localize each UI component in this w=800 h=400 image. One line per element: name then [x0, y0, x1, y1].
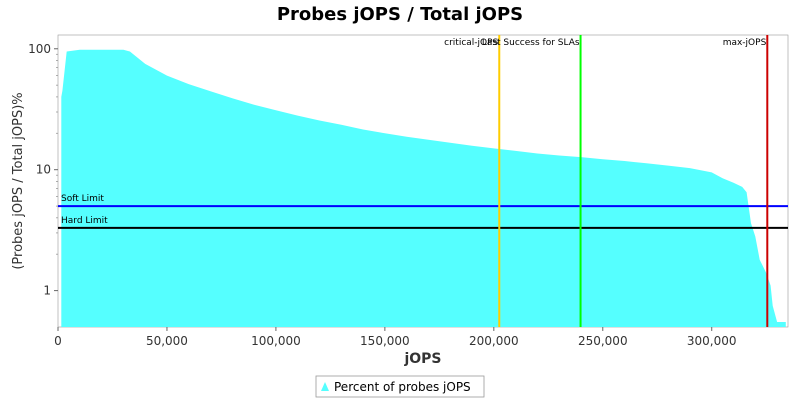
legend-swatch-icon	[321, 382, 329, 391]
reference-label-v-3: Last Success for SLAs	[482, 38, 580, 48]
x-tick-label: 100,000	[251, 334, 301, 348]
y-axis-ticks: 100 10 1	[28, 42, 58, 298]
x-axis-label: jOPS	[403, 351, 441, 367]
x-tick-label: 300,000	[687, 334, 737, 348]
x-tick-label: 150,000	[360, 334, 410, 348]
reference-label-h-1: Hard Limit	[61, 216, 108, 226]
reference-label-h-0: Soft Limit	[61, 194, 104, 204]
y-tick-label: 1	[43, 284, 51, 298]
reference-label-v-2: critical-jOPS	[444, 38, 498, 48]
y-tick-label: 10	[36, 163, 51, 177]
x-tick-label: 250,000	[578, 334, 628, 348]
reference-label-v-4: max-jOPS	[723, 38, 767, 48]
legend: Percent of probes jOPS	[315, 375, 485, 398]
series-area	[61, 49, 786, 328]
chart-title: Probes jOPS / Total jOPS	[277, 4, 523, 25]
y-axis-label: (Probes jOPS / Total jOPS)%	[11, 92, 26, 269]
y-tick-label: 100	[28, 42, 51, 56]
x-tick-label: 50,000	[146, 334, 188, 348]
x-tick-label: 0	[54, 334, 62, 348]
legend-series-label: Percent of probes jOPS	[334, 380, 471, 394]
x-axis-ticks: 0 50,000 100,000 150,000 200,000 250,000 300,0…	[54, 327, 737, 348]
x-tick-label: 200,000	[469, 334, 519, 348]
legend-box	[315, 375, 485, 398]
